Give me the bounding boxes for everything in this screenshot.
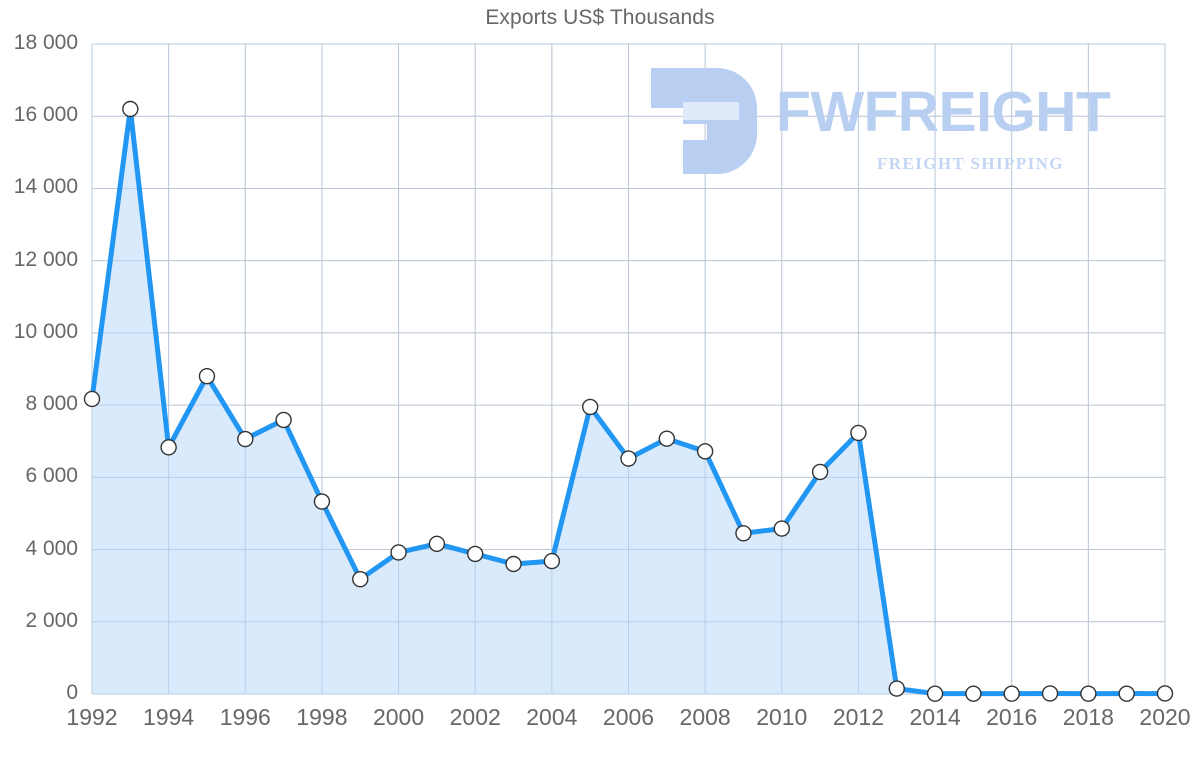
data-point-marker xyxy=(160,439,177,456)
x-axis-tick-label: 2018 xyxy=(1062,704,1114,730)
data-point-marker xyxy=(1041,685,1059,702)
y-axis-tick-label: 4 000 xyxy=(25,536,78,560)
data-point-marker xyxy=(581,398,599,416)
data-markers xyxy=(83,100,1174,702)
data-point-marker xyxy=(390,544,407,561)
data-point-marker xyxy=(888,680,905,697)
x-axis-tick-label: 1998 xyxy=(296,704,348,730)
x-axis-tick-label: 1992 xyxy=(66,704,118,730)
data-point-marker xyxy=(428,535,446,552)
data-point-marker xyxy=(696,443,714,460)
x-axis-tick-label: 2006 xyxy=(602,704,655,730)
chart-title: Exports US$ Thousands xyxy=(485,6,715,29)
y-axis-tick-label: 10 000 xyxy=(13,319,78,343)
data-point-marker xyxy=(352,570,369,588)
data-point-marker xyxy=(505,555,522,573)
data-point-marker xyxy=(198,368,216,385)
x-axis-tick-label: 2016 xyxy=(986,704,1038,730)
x-axis-tick-label: 2012 xyxy=(832,704,884,730)
data-point-marker xyxy=(83,390,101,408)
grid-lines-overlay xyxy=(91,43,1166,695)
data-point-marker xyxy=(275,411,292,429)
data-point-marker xyxy=(122,100,139,118)
data-point-marker xyxy=(237,430,254,448)
data-point-marker xyxy=(1003,685,1020,702)
x-axis-tick-label: 1994 xyxy=(143,704,195,730)
data-point-marker xyxy=(965,685,982,702)
data-point-marker xyxy=(1156,685,1174,702)
y-axis-tick-label: 14 000 xyxy=(13,175,78,199)
y-axis-tick-label: 6 000 xyxy=(25,464,78,488)
x-axis-tick-label: 2010 xyxy=(756,704,808,730)
x-axis-tick-label: 2014 xyxy=(909,704,961,730)
data-point-marker xyxy=(773,520,790,537)
y-axis-tick-label: 8 000 xyxy=(25,392,78,416)
x-axis-tick-label: 1996 xyxy=(219,704,271,730)
data-point-marker xyxy=(926,685,944,702)
data-point-marker xyxy=(811,463,829,481)
data-point-marker xyxy=(543,552,561,570)
data-point-marker xyxy=(850,424,867,442)
data-point-marker xyxy=(1080,685,1097,702)
y-axis-tick-label: 12 000 xyxy=(13,247,78,271)
y-axis-tick-label: 18 000 xyxy=(13,31,78,54)
x-axis-tick-label: 2020 xyxy=(1139,704,1191,730)
y-axis-tick-label: 2 000 xyxy=(25,608,78,632)
x-axis-tick-label: 2000 xyxy=(372,704,425,730)
x-axis-tick-label: 2008 xyxy=(679,704,731,730)
x-axis-tick-label: 2002 xyxy=(449,704,501,730)
data-point-marker xyxy=(658,430,676,447)
data-point-marker xyxy=(620,450,637,467)
data-point-marker xyxy=(735,525,752,542)
data-point-marker xyxy=(467,545,484,563)
y-axis-tick-label: 0 xyxy=(66,681,78,704)
data-point-marker xyxy=(313,493,331,510)
x-axis-tick-label: 2004 xyxy=(526,704,578,730)
data-point-marker xyxy=(1118,685,1135,702)
y-axis-tick-label: 16 000 xyxy=(13,103,78,127)
